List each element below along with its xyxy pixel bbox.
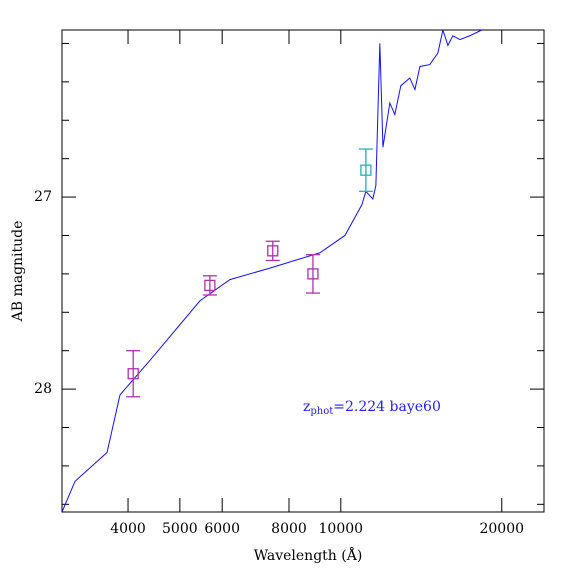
plot-frame <box>61 29 545 513</box>
x-tick-label: 6000 <box>204 521 240 537</box>
annotation: zphot=2.224 baye60 <box>303 399 441 417</box>
annotation-text: =2.224 baye60 <box>333 399 441 415</box>
x-axis-label: Wavelength (Å) <box>254 546 363 564</box>
x-tick-label: 20000 <box>479 521 524 537</box>
data-point <box>360 164 372 176</box>
x-tick-label: 5000 <box>162 521 198 537</box>
y-tick-label: 27 <box>34 189 52 205</box>
data-point <box>267 245 279 257</box>
data-point <box>307 268 319 280</box>
data-point <box>204 279 216 292</box>
x-tick-label: 10000 <box>319 521 364 537</box>
model-line <box>62 30 482 512</box>
y-axis-label: AB magnitude <box>10 221 26 323</box>
data-point <box>127 368 139 380</box>
annotation-symbol: z <box>303 399 310 415</box>
y-tick-label: 28 <box>34 381 52 397</box>
x-tick-label: 8000 <box>271 521 307 537</box>
plot-area <box>62 30 482 512</box>
x-tick-label: 4000 <box>110 521 146 537</box>
annotation-subscript: phot <box>310 406 333 417</box>
